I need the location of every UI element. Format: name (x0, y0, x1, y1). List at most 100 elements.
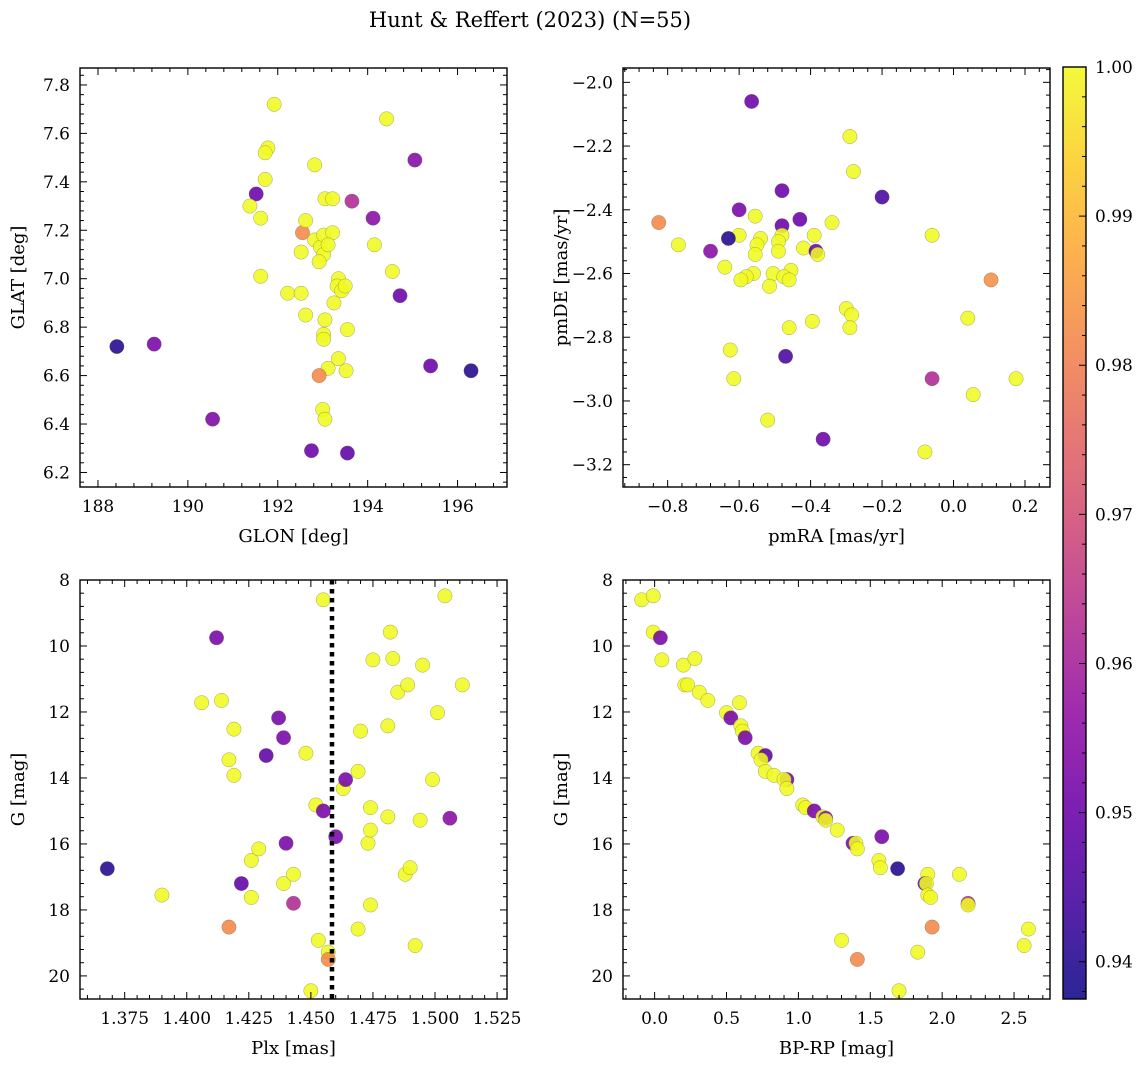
scatter-point (320, 237, 336, 253)
scatter-point (781, 320, 797, 336)
scatter-point (286, 866, 301, 882)
scatter-point (652, 630, 668, 646)
x-tick-label: 196 (441, 497, 473, 517)
scatter-point (720, 231, 736, 246)
y-tick-label: −3.2 (572, 456, 613, 476)
scatter-point (307, 157, 323, 173)
plot-frame (622, 579, 1051, 1000)
plot-frame (622, 67, 1051, 488)
y-tick-label: 18 (591, 901, 613, 921)
scatter-point (316, 331, 332, 347)
scatter-point (298, 213, 314, 229)
scatter-point (338, 363, 354, 379)
scatter-point (849, 841, 865, 857)
x-axis-label: pmRA [mas/yr] (768, 526, 905, 547)
scatter-point (360, 835, 376, 851)
scatter-point (402, 860, 418, 876)
scatter-point (109, 339, 125, 354)
scatter-point (385, 651, 401, 666)
scatter-point (792, 211, 808, 227)
scatter-point (248, 186, 264, 202)
scatter-point (350, 763, 366, 779)
scatter-point (425, 772, 440, 788)
scatter-point (849, 951, 865, 967)
scatter-point (1016, 938, 1032, 954)
scatter-point (960, 897, 976, 913)
scatter-point (815, 431, 831, 447)
x-tick-label: 1.0 (785, 1009, 812, 1029)
scatter-point (415, 657, 431, 673)
x-tick-label: 2.5 (1001, 1009, 1028, 1029)
x-axis-label: BP-RP [mag] (779, 1038, 894, 1059)
x-tick-label: 1.5 (857, 1009, 884, 1029)
ticks (623, 579, 1050, 999)
scatter-point (890, 861, 906, 877)
scatter-point (983, 272, 999, 288)
scatter-point (651, 215, 667, 230)
y-tick-label: −2.8 (572, 328, 613, 348)
x-tick-label: −0.2 (861, 497, 902, 517)
scatter-point (842, 320, 858, 336)
scatter-point (407, 152, 423, 168)
scatter-point (99, 861, 115, 877)
scatter-point (412, 812, 428, 828)
x-tick-label: 1.425 (224, 1009, 273, 1029)
x-tick-label: 192 (262, 497, 294, 517)
scatter-point (965, 387, 981, 403)
x-tick-label: 1.475 (349, 1009, 398, 1029)
scatter-point (221, 752, 237, 768)
x-tick-label: −0.4 (790, 497, 831, 517)
x-axis-label: Plx [mas] (251, 1038, 336, 1059)
scatter-point (304, 443, 319, 459)
scatter-point (311, 254, 327, 270)
scatter-point (280, 285, 296, 301)
y-tick-label: 7.8 (43, 76, 70, 96)
scatter-point (747, 246, 763, 262)
colorbar-tick-label: 0.98 (1095, 356, 1133, 376)
scatter-point (258, 748, 274, 763)
y-tick-label: 12 (591, 703, 613, 723)
y-tick-label: 10 (591, 637, 613, 657)
scatter-point (337, 278, 353, 294)
y-tick-label: 7.6 (43, 124, 70, 144)
scatter-point (806, 227, 822, 243)
y-tick-label: 18 (48, 901, 70, 921)
colorbar-tick-label: 0.94 (1095, 953, 1133, 973)
scatter-point (723, 710, 739, 726)
scatter-point (872, 860, 888, 876)
scatter-point (778, 348, 794, 364)
scatter-point (737, 730, 753, 746)
x-tick-label: 1.400 (162, 1009, 211, 1029)
scatter-point (209, 630, 224, 646)
scatter-point (353, 723, 368, 739)
y-tick-label: 10 (48, 637, 70, 657)
y-tick-label: 7.0 (43, 270, 70, 290)
scatter-point (779, 781, 795, 796)
scatter-point (330, 351, 346, 367)
panels: 188 190 192 194 1966.26.46.66.87.07.27.47.67… (8, 67, 1051, 1059)
scatter-point (298, 307, 314, 323)
scatter-point (700, 692, 716, 708)
figure-title: Hunt & Reffert (2023) (N=55) (369, 8, 691, 32)
scatter-point (344, 193, 360, 209)
y-tick-label: 16 (48, 835, 70, 855)
scatter-point (221, 919, 237, 935)
scatter-point (654, 652, 670, 668)
x-tick-label: 194 (351, 497, 383, 517)
scatter-point (380, 718, 396, 734)
scatter-point (423, 358, 439, 374)
x-tick-label: 1.500 (411, 1009, 460, 1029)
scatter-point (293, 285, 309, 301)
x-axis-label: GLON [deg] (238, 526, 348, 547)
scatter-point (194, 695, 210, 711)
y-tick-label: 8 (59, 571, 70, 591)
panel-color-magnitude: 0.0 0.5 1.0 1.5 2.0 2.5 8 10 12 14 16 18 20 BP-RP [ma… (551, 571, 1051, 1059)
points-sky (109, 96, 479, 461)
scatter-point (363, 800, 378, 816)
y-tick-label: 8 (602, 571, 613, 591)
y-tick-label: 6.6 (43, 367, 70, 387)
scatter-point (365, 652, 381, 668)
scatter-point (670, 237, 686, 253)
scatter-point (844, 307, 860, 323)
